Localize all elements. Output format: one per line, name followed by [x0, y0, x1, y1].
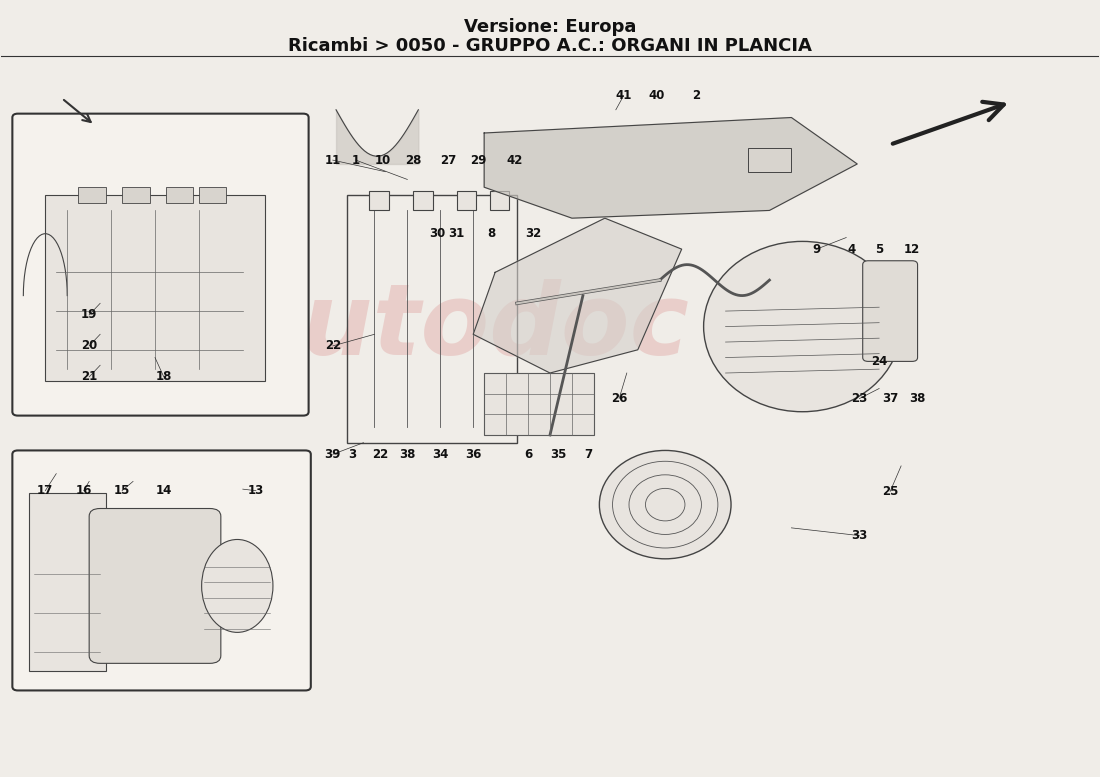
Bar [748, 148, 791, 172]
Polygon shape [484, 117, 857, 218]
Text: 21: 21 [81, 371, 97, 383]
Text: 23: 23 [851, 392, 868, 405]
Text: 38: 38 [399, 448, 416, 461]
FancyBboxPatch shape [89, 508, 221, 664]
FancyBboxPatch shape [862, 261, 917, 361]
Text: 31: 31 [449, 227, 465, 240]
Text: 27: 27 [440, 154, 456, 166]
Ellipse shape [600, 451, 732, 559]
Text: 40: 40 [648, 89, 664, 103]
Text: 25: 25 [882, 485, 899, 498]
Text: 20: 20 [81, 340, 97, 353]
Text: 39: 39 [324, 448, 341, 461]
Text: 9: 9 [813, 242, 821, 256]
Text: 11: 11 [324, 154, 341, 166]
Bar [456, 191, 476, 211]
Text: 3: 3 [349, 448, 356, 461]
Bar [346, 195, 517, 443]
Bar [412, 191, 432, 211]
Text: 15: 15 [114, 484, 130, 497]
Text: 2: 2 [692, 89, 700, 103]
Text: 14: 14 [155, 484, 172, 497]
Text: 19: 19 [81, 308, 98, 322]
Text: 28: 28 [405, 154, 421, 166]
Bar [45, 195, 265, 381]
Text: 42: 42 [507, 154, 524, 166]
Text: 6: 6 [524, 448, 532, 461]
Text: 8: 8 [487, 227, 496, 240]
Ellipse shape [704, 242, 901, 412]
FancyBboxPatch shape [12, 113, 309, 416]
Text: 17: 17 [37, 484, 54, 497]
Text: 37: 37 [882, 392, 899, 405]
Text: 24: 24 [871, 355, 888, 368]
Text: 26: 26 [610, 392, 627, 405]
Text: 13: 13 [248, 484, 264, 497]
Bar [78, 187, 106, 203]
Text: 10: 10 [375, 154, 392, 166]
FancyBboxPatch shape [12, 451, 311, 691]
Ellipse shape [201, 539, 273, 632]
Text: Versione: Europa: Versione: Europa [464, 18, 636, 36]
Text: autodoc: autodoc [234, 278, 690, 375]
Text: 1: 1 [352, 154, 360, 166]
Text: 18: 18 [155, 371, 172, 383]
Text: 12: 12 [904, 242, 921, 256]
Text: 33: 33 [851, 529, 868, 542]
Text: 16: 16 [76, 484, 92, 497]
Bar [122, 187, 150, 203]
Bar [29, 493, 106, 671]
Bar [199, 187, 227, 203]
Text: 34: 34 [432, 448, 449, 461]
Text: 41: 41 [615, 89, 631, 103]
Bar [368, 191, 388, 211]
Bar [166, 187, 194, 203]
Text: 30: 30 [429, 227, 446, 240]
Polygon shape [473, 218, 682, 373]
Text: Ricambi > 0050 - GRUPPO A.C.: ORGANI IN PLANCIA: Ricambi > 0050 - GRUPPO A.C.: ORGANI IN … [288, 37, 812, 55]
Text: 7: 7 [584, 448, 593, 461]
Text: 4: 4 [848, 242, 856, 256]
Text: 22: 22 [324, 340, 341, 353]
Text: 38: 38 [910, 392, 926, 405]
Bar [490, 191, 509, 211]
Text: 22: 22 [372, 448, 388, 461]
Text: 5: 5 [874, 242, 883, 256]
Text: 35: 35 [551, 448, 566, 461]
Text: 32: 32 [526, 227, 541, 240]
Text: 36: 36 [465, 448, 482, 461]
Bar [484, 373, 594, 435]
Text: 29: 29 [471, 154, 487, 166]
